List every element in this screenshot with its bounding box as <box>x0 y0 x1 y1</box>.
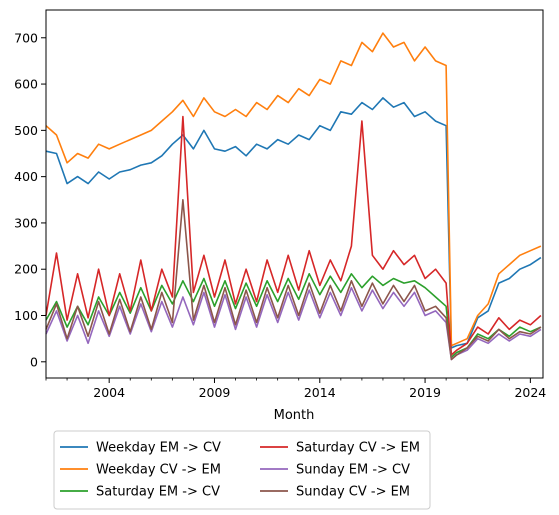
x-tick-label: 2009 <box>199 385 231 400</box>
x-tick-label: 2004 <box>93 385 125 400</box>
series-line-6 <box>45 199 542 361</box>
x-axis: 2004 2009 2014 2019 2024 <box>45 378 546 400</box>
legend-label: Saturday EM -> CV <box>96 485 220 500</box>
legend-label: Weekday EM -> CV <box>96 441 221 456</box>
y-tick-label: 500 <box>14 123 38 138</box>
legend-label: Sunday CV -> EM <box>296 485 410 500</box>
x-tick-label: 2014 <box>304 385 336 400</box>
legend: Weekday EM -> CV Weekday CV -> EM Saturday… <box>53 430 431 510</box>
y-axis: 0 100 200 300 400 500 600 700 <box>14 30 46 369</box>
x-axis-label: Month <box>274 408 315 423</box>
x-tick-label: 2024 <box>514 385 546 400</box>
y-tick-label: 200 <box>14 262 38 277</box>
y-tick-label: 400 <box>14 169 38 184</box>
series-line-4 <box>45 115 542 356</box>
y-tick-label: 600 <box>14 77 38 92</box>
y-tick-label: 100 <box>14 308 38 323</box>
x-tick-label: 2019 <box>409 385 441 400</box>
series-line-2 <box>45 32 542 347</box>
series-line-3 <box>45 272 542 359</box>
legend-frame <box>53 430 431 510</box>
series-lines <box>45 32 542 361</box>
y-tick-label: 700 <box>14 30 38 45</box>
y-tick-label: 300 <box>14 215 38 230</box>
y-tick-label: 0 <box>30 354 38 369</box>
legend-label: Saturday CV -> EM <box>296 441 420 456</box>
series-line-1 <box>45 97 542 349</box>
legend-label: Weekday CV -> EM <box>96 463 221 478</box>
plot-frame <box>45 9 544 379</box>
legend-label: Sunday EM -> CV <box>296 463 410 478</box>
